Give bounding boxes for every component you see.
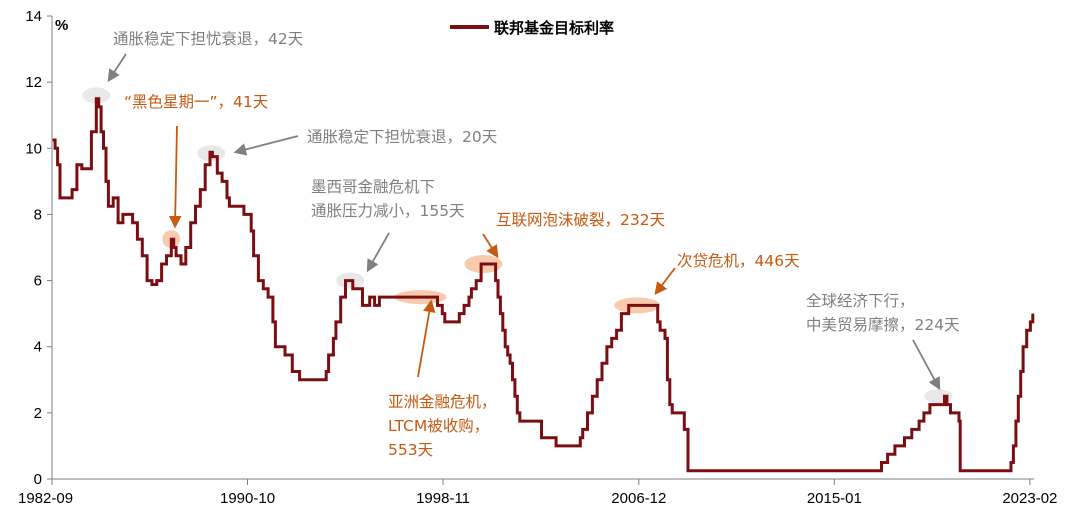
y-tick-label: 6 (34, 273, 42, 290)
x-tick-label: 1998-11 (416, 490, 470, 507)
y-tick-label: 0 (34, 471, 42, 488)
annotation-arrow (654, 267, 676, 296)
event-highlights (82, 87, 953, 404)
legend-label: 联邦基金目标利率 (494, 19, 614, 37)
y-tick-label: 10 (25, 140, 42, 157)
annotation-arrows (107, 53, 941, 391)
annotation-label: 亚洲金融危机， (388, 393, 497, 411)
annotation-arrow (168, 125, 182, 229)
annotation-label: LTCM被收购， (388, 417, 489, 435)
event-highlight (82, 87, 111, 104)
annotation-label: 中美贸易摩擦，224天 (806, 316, 960, 334)
x-tick-label: 2023-02 (1002, 490, 1057, 507)
y-tick-label: 8 (34, 206, 42, 223)
annotation-label: “黑色星期一”，41天 (124, 93, 268, 111)
series-layer (52, 97, 1035, 473)
annotation-label: 通胀稳定下担忧衰退，42天 (113, 30, 303, 48)
annotations: 通胀稳定下担忧衰退，42天 “黑色星期一”，41天通胀稳定下担忧衰退，20天墨西哥… (113, 30, 960, 459)
annotation-arrow (233, 135, 299, 156)
annotation-label: 互联网泡沫破裂，232天 (496, 211, 665, 229)
annotation-arrow (912, 339, 941, 391)
annotation-arrow (107, 53, 127, 83)
x-tick-label: 2015-01 (807, 490, 862, 507)
legend: 联邦基金目标利率 (450, 19, 614, 37)
x-tick-label: 1982-09 (18, 490, 73, 507)
annotation-arrow (417, 299, 436, 378)
tick-labels: 0 2 4 6 8 10 12 14 1982-09 1990-10 1998-11 2006-12 2… (18, 8, 1057, 507)
y-tick-label: 2 (34, 405, 42, 422)
annotation-label: 次贷危机，446天 (677, 252, 800, 270)
y-tick-label: 12 (25, 74, 42, 91)
annotation-label: 通胀稳定下担忧衰退，20天 (307, 128, 497, 146)
series-line-fed-funds-rate (52, 97, 1035, 473)
x-tick-label: 2006-12 (611, 490, 666, 507)
y-tick-label: 14 (25, 8, 42, 25)
axes (47, 15, 1034, 485)
annotation-label: 通胀压力减小，155天 (311, 202, 465, 220)
annotation-label: 墨西哥金融危机下 (311, 178, 435, 196)
annotation-label: 全球经济下行， (806, 292, 915, 310)
annotation-label: 553天 (388, 441, 433, 459)
x-tick-label: 1990-10 (220, 490, 275, 507)
annotation-arrow (482, 233, 499, 259)
y-unit-label: % (55, 17, 68, 34)
y-tick-label: 4 (34, 339, 42, 356)
annotation-arrow (366, 232, 390, 273)
